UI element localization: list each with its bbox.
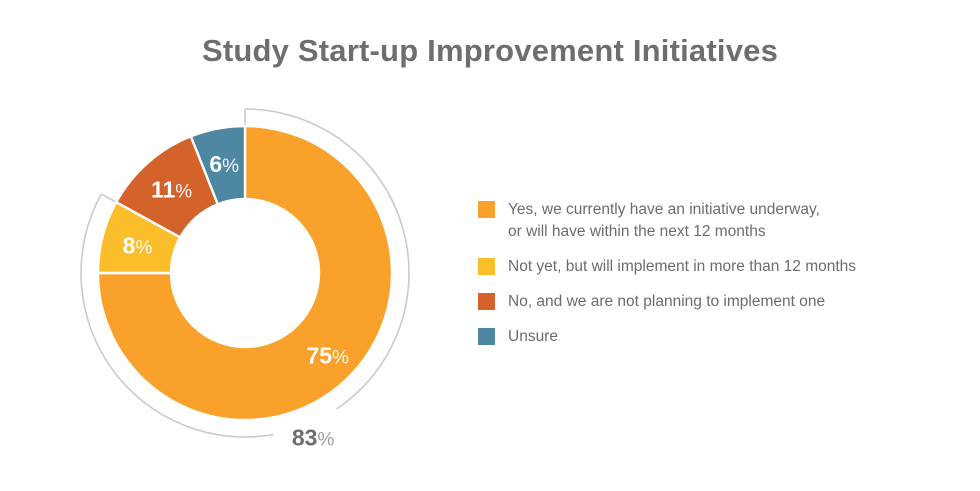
donut-slice-3: [189, 124, 247, 206]
page-title: Study Start-up Improvement Initiatives: [201, 33, 779, 68]
legend-swatch-3: [478, 328, 495, 345]
slice-value-label-3: 6%: [209, 151, 239, 177]
callout-arc-tick: [100, 193, 117, 203]
legend-swatch-0: [478, 201, 495, 218]
legend-label-0: Yes, we currently have an initiative und…: [508, 201, 820, 240]
legend-label-1: Not yet, but will implement in more than…: [508, 258, 857, 275]
legend-swatch-2: [478, 293, 495, 310]
legend-label-3: Unsure: [508, 328, 558, 345]
legend-label-2: No, and we are not planning to implement…: [508, 293, 826, 310]
legend-swatch-1: [478, 258, 495, 275]
legend-item-0: Yes, we currently have an initiative und…: [478, 199, 856, 243]
callout-arc: [244, 108, 410, 410]
legend-item-2: No, and we are not planning to implement…: [478, 291, 856, 313]
chart-legend: Yes, we currently have an initiative und…: [478, 199, 856, 348]
donut-svg: 83% 75% 8% 11% 6%: [80, 108, 410, 451]
callout-arc: [80, 193, 274, 438]
donut-chart: 83% 75% 8% 11% 6%: [45, 73, 445, 473]
callout-value-label: 83%: [292, 425, 335, 451]
slice-value-label-2: 11%: [151, 177, 192, 203]
legend-item-3: Unsure: [478, 326, 856, 348]
slice-value-label-1: 8%: [123, 232, 153, 258]
slice-value-label-0: 75%: [306, 343, 349, 369]
donut-slice-0: [96, 124, 394, 422]
legend-item-1: Not yet, but will implement in more than…: [478, 256, 856, 278]
